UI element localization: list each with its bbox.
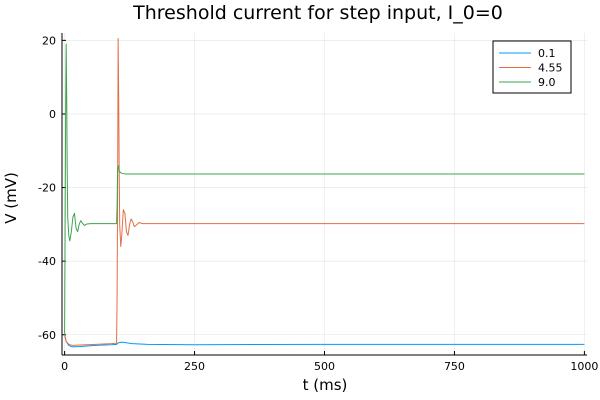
x-tick-label: 500 [314,360,335,373]
y-axis-title: V (mV) [2,172,20,224]
axes: 0 250 500 750 1000 -60 -40 -20 0 20 [38,33,598,373]
x-tick-label: 1000 [570,360,598,373]
x-tick-label: 750 [444,360,465,373]
chart-title: Threshold current for step input, I_0=0 [132,2,503,24]
series-line-2 [64,38,585,346]
legend-box [492,40,572,94]
legend: 0.1 4.559.0 [492,40,572,94]
legend-label: 9.0 [538,76,556,89]
y-tick-label: -40 [38,255,56,268]
x-tick-label: 0 [61,360,68,373]
y-tick-label: 20 [42,34,56,47]
series-line-3 [64,43,585,335]
series-lines [64,38,585,348]
legend-label: 4.55 [538,62,563,75]
grid [62,33,587,355]
legend-label: 0.1 [538,47,556,60]
series-line-1 [64,334,585,348]
y-tick-label: -60 [38,329,56,342]
x-tick-label: 250 [184,360,205,373]
y-tick-label: -20 [38,182,56,195]
y-tick-label: 0 [49,108,56,121]
x-axis-title: t (ms) [303,376,348,394]
